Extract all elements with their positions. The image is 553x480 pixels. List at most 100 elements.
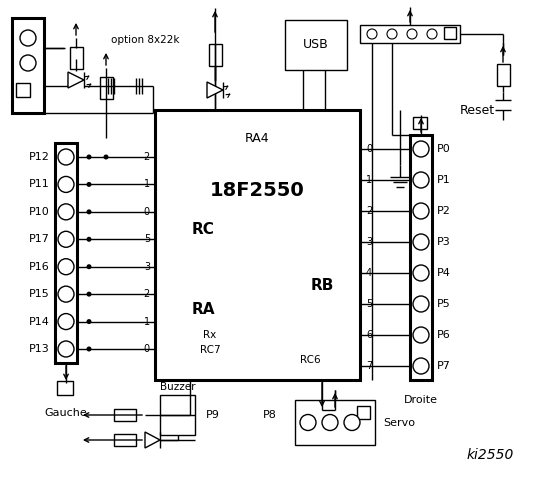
Polygon shape [207,82,223,98]
Text: P2: P2 [437,206,451,216]
Circle shape [413,358,429,374]
Text: 18F2550: 18F2550 [210,180,305,200]
Bar [413,117,427,129]
Bar [16,83,30,97]
Text: Gauche: Gauche [45,408,87,418]
Text: P4: P4 [437,268,451,278]
Text: 2: 2 [144,152,150,162]
Circle shape [344,415,360,431]
Text: RA4: RA4 [245,132,270,144]
Circle shape [86,155,91,159]
Circle shape [300,415,316,431]
Bar [12,18,44,113]
Text: 5: 5 [144,234,150,244]
Text: P14: P14 [29,317,50,326]
Circle shape [86,209,91,215]
Text: 3: 3 [366,237,372,247]
Text: 6: 6 [366,330,372,340]
Text: option 8x22k: option 8x22k [111,35,180,45]
Circle shape [413,296,429,312]
Circle shape [322,415,338,431]
Text: P17: P17 [29,234,50,244]
Text: RA: RA [191,302,215,317]
Text: RC6: RC6 [300,355,320,365]
Text: P15: P15 [29,289,50,299]
Circle shape [427,29,437,39]
Text: P10: P10 [29,207,50,217]
Circle shape [58,313,74,330]
Text: P9: P9 [206,410,220,420]
Circle shape [413,203,429,219]
Bar [70,47,82,69]
Circle shape [20,55,36,71]
Circle shape [86,264,91,269]
Text: P1: P1 [437,175,451,185]
Bar [57,381,73,395]
Bar [55,143,77,363]
Polygon shape [68,72,84,88]
Circle shape [20,30,36,46]
Text: 2: 2 [144,289,150,299]
Text: 0: 0 [144,207,150,217]
Circle shape [58,204,74,220]
Text: 2: 2 [366,206,372,216]
Text: Reset: Reset [460,104,495,117]
Text: 7: 7 [366,361,372,371]
Polygon shape [145,432,160,448]
Bar [285,20,347,70]
Circle shape [413,327,429,343]
Circle shape [413,234,429,250]
Text: RB: RB [310,277,333,292]
Circle shape [86,182,91,187]
Circle shape [413,265,429,281]
Bar [497,64,509,86]
Text: USB: USB [303,38,329,51]
Bar [410,135,432,380]
Text: 0: 0 [366,144,372,154]
Text: P3: P3 [437,237,451,247]
Text: P7: P7 [437,361,451,371]
Circle shape [58,286,74,302]
Text: Servo: Servo [383,418,415,428]
Circle shape [413,141,429,157]
Bar [114,409,136,421]
Text: 1: 1 [366,175,372,185]
Bar [208,44,222,66]
Text: P16: P16 [29,262,50,272]
Circle shape [387,29,397,39]
Text: P5: P5 [437,299,451,309]
Text: 1: 1 [144,180,150,190]
Circle shape [58,149,74,165]
Bar [100,77,112,99]
Bar [114,434,136,446]
Circle shape [86,319,91,324]
Circle shape [58,259,74,275]
Text: 3: 3 [144,262,150,272]
Text: ki2550: ki2550 [466,448,514,462]
Text: P12: P12 [29,152,50,162]
Text: P6: P6 [437,330,451,340]
Bar [160,395,195,435]
Circle shape [103,155,108,159]
Text: 5: 5 [366,299,372,309]
Text: 0: 0 [144,344,150,354]
Bar [360,25,460,43]
Circle shape [367,29,377,39]
Text: RC: RC [191,223,215,238]
Circle shape [86,292,91,297]
Text: P8: P8 [263,410,277,420]
Circle shape [58,177,74,192]
Text: 4: 4 [366,268,372,278]
Bar [295,400,375,445]
Text: P11: P11 [29,180,50,190]
Text: 1: 1 [144,317,150,326]
Bar [444,27,456,39]
Text: Rx: Rx [204,330,217,340]
Bar [357,406,370,419]
Text: Droite: Droite [404,395,438,405]
Text: RC7: RC7 [200,345,220,355]
Circle shape [86,347,91,351]
Circle shape [86,237,91,242]
Text: P0: P0 [437,144,451,154]
Circle shape [58,341,74,357]
